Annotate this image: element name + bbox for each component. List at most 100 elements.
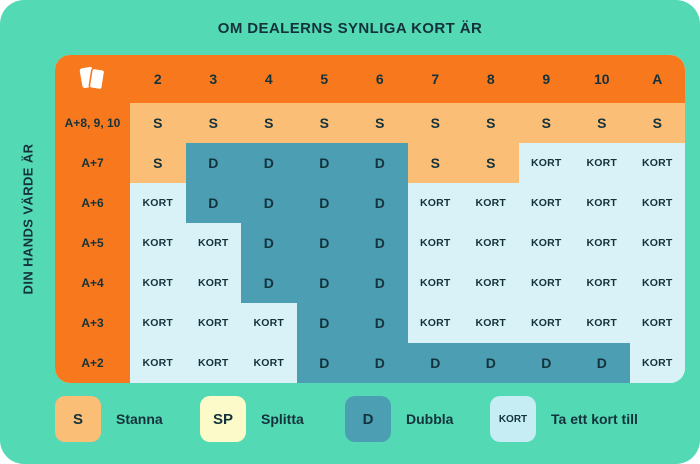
header-row: 2 3 4 5 6 7 8 9 10 A (55, 55, 685, 103)
cell-A+7-7: S (407, 143, 463, 183)
cell-A+7-6: D (352, 143, 408, 183)
cell-A+3-2: KORT (130, 303, 186, 343)
strategy-table: 2 3 4 5 6 7 8 9 10 A A+8, 9, 10 S S S S S S S S S S A+7 S D D D D… (55, 55, 685, 383)
cell-A+8910-2: S (130, 103, 186, 143)
cell-A+8910-A: S (629, 103, 685, 143)
cell-A+6-2: KORT (130, 183, 186, 223)
legend-item: D Dubbla (345, 396, 490, 442)
corner-cell (55, 55, 130, 103)
legend-swatch-s: S (55, 396, 101, 442)
cell-A+5-7: KORT (407, 223, 463, 263)
cell-A+6-A: KORT (629, 183, 685, 223)
column-header-2: 2 (130, 55, 186, 103)
chart-title: OM DEALERNS SYNLIGA KORT ÄR (217, 20, 483, 37)
cell-A+6-3: D (185, 183, 241, 223)
cell-A+3-9: KORT (518, 303, 574, 343)
legend-swatch-kort: KORT (490, 396, 536, 442)
row-label: A+5 (55, 223, 130, 263)
cell-A+5-2: KORT (130, 223, 186, 263)
cell-A+6-7: KORT (407, 183, 463, 223)
cell-A+4-7: KORT (407, 263, 463, 303)
legend-label: Ta ett kort till (551, 411, 638, 427)
cell-A+5-4: D (241, 223, 297, 263)
cell-A+7-4: D (241, 143, 297, 183)
legend-label: Stanna (116, 411, 163, 427)
cell-A+3-4: KORT (241, 303, 297, 343)
table-row: A+5 KORT KORT D D D KORT KORT KORT KORT KORT (55, 223, 685, 263)
cell-A+2-10: D (574, 343, 630, 383)
table-body: A+8, 9, 10 S S S S S S S S S S A+7 S D D D D S S KORT KORT KO… (55, 103, 685, 383)
cell-A+2-6: D (352, 343, 408, 383)
row-label: A+6 (55, 183, 130, 223)
cell-A+3-8: KORT (463, 303, 519, 343)
cell-A+4-3: KORT (185, 263, 241, 303)
cell-A+2-9: D (518, 343, 574, 383)
cell-A+8910-9: S (518, 103, 574, 143)
cell-A+2-4: KORT (241, 343, 297, 383)
cell-A+6-9: KORT (518, 183, 574, 223)
cell-A+7-8: S (463, 143, 519, 183)
cell-A+6-8: KORT (463, 183, 519, 223)
column-header-A: A (629, 55, 685, 103)
cell-A+7-10: KORT (574, 143, 630, 183)
cell-A+5-A: KORT (629, 223, 685, 263)
cell-A+4-5: D (296, 263, 352, 303)
cell-A+5-5: D (296, 223, 352, 263)
cell-A+5-8: KORT (463, 223, 519, 263)
cell-A+2-A: KORT (629, 343, 685, 383)
legend: S Stanna SP Splitta D Dubbla KORT Ta ett kort t… (55, 396, 692, 442)
column-header-8: 8 (463, 55, 519, 103)
legend-item: S Stanna (55, 396, 200, 442)
cell-A+7-2: S (130, 143, 186, 183)
cell-A+8910-5: S (296, 103, 352, 143)
cell-A+2-7: D (407, 343, 463, 383)
cell-A+4-4: D (241, 263, 297, 303)
cell-A+2-3: KORT (185, 343, 241, 383)
cell-A+2-2: KORT (130, 343, 186, 383)
cell-A+3-6: D (352, 303, 408, 343)
cell-A+7-3: D (185, 143, 241, 183)
cell-A+2-8: D (463, 343, 519, 383)
row-label: A+3 (55, 303, 130, 343)
y-axis-label: DIN HANDS VÄRDE ÄR (20, 143, 36, 295)
column-header-9: 9 (518, 55, 574, 103)
table-row: A+3 KORT KORT KORT D D KORT KORT KORT KORT KORT (55, 303, 685, 343)
cell-A+3-10: KORT (574, 303, 630, 343)
cell-A+6-6: D (352, 183, 408, 223)
cell-A+4-10: KORT (574, 263, 630, 303)
legend-label: Splitta (261, 411, 304, 427)
cell-A+5-3: KORT (185, 223, 241, 263)
cell-A+7-5: D (296, 143, 352, 183)
cell-A+4-2: KORT (130, 263, 186, 303)
row-label: A+8, 9, 10 (55, 103, 130, 143)
cell-A+4-6: D (352, 263, 408, 303)
cell-A+6-5: D (296, 183, 352, 223)
cell-A+7-A: KORT (629, 143, 685, 183)
legend-swatch-sp: SP (200, 396, 246, 442)
column-header-4: 4 (241, 55, 297, 103)
cell-A+3-7: KORT (407, 303, 463, 343)
cell-A+8910-10: S (574, 103, 630, 143)
cell-A+5-10: KORT (574, 223, 630, 263)
legend-swatch-d: D (345, 396, 391, 442)
table-row: A+7 S D D D D S S KORT KORT KORT (55, 143, 685, 183)
column-header-6: 6 (352, 55, 408, 103)
cell-A+8910-3: S (185, 103, 241, 143)
legend-item: KORT Ta ett kort till (490, 396, 638, 442)
cell-A+8910-7: S (407, 103, 463, 143)
row-label: A+4 (55, 263, 130, 303)
table-row: A+8, 9, 10 S S S S S S S S S S (55, 103, 685, 143)
cell-A+5-9: KORT (518, 223, 574, 263)
row-label: A+7 (55, 143, 130, 183)
table-row: A+4 KORT KORT D D D KORT KORT KORT KORT KORT (55, 263, 685, 303)
cell-A+8910-4: S (241, 103, 297, 143)
column-header-3: 3 (185, 55, 241, 103)
table-row: A+6 KORT D D D D KORT KORT KORT KORT KORT (55, 183, 685, 223)
cell-A+5-6: D (352, 223, 408, 263)
cell-A+2-5: D (296, 343, 352, 383)
column-header-7: 7 (407, 55, 463, 103)
playing-cards-icon (79, 66, 105, 91)
table-row: A+2 KORT KORT KORT D D D D D D KORT (55, 343, 685, 383)
cell-A+6-4: D (241, 183, 297, 223)
